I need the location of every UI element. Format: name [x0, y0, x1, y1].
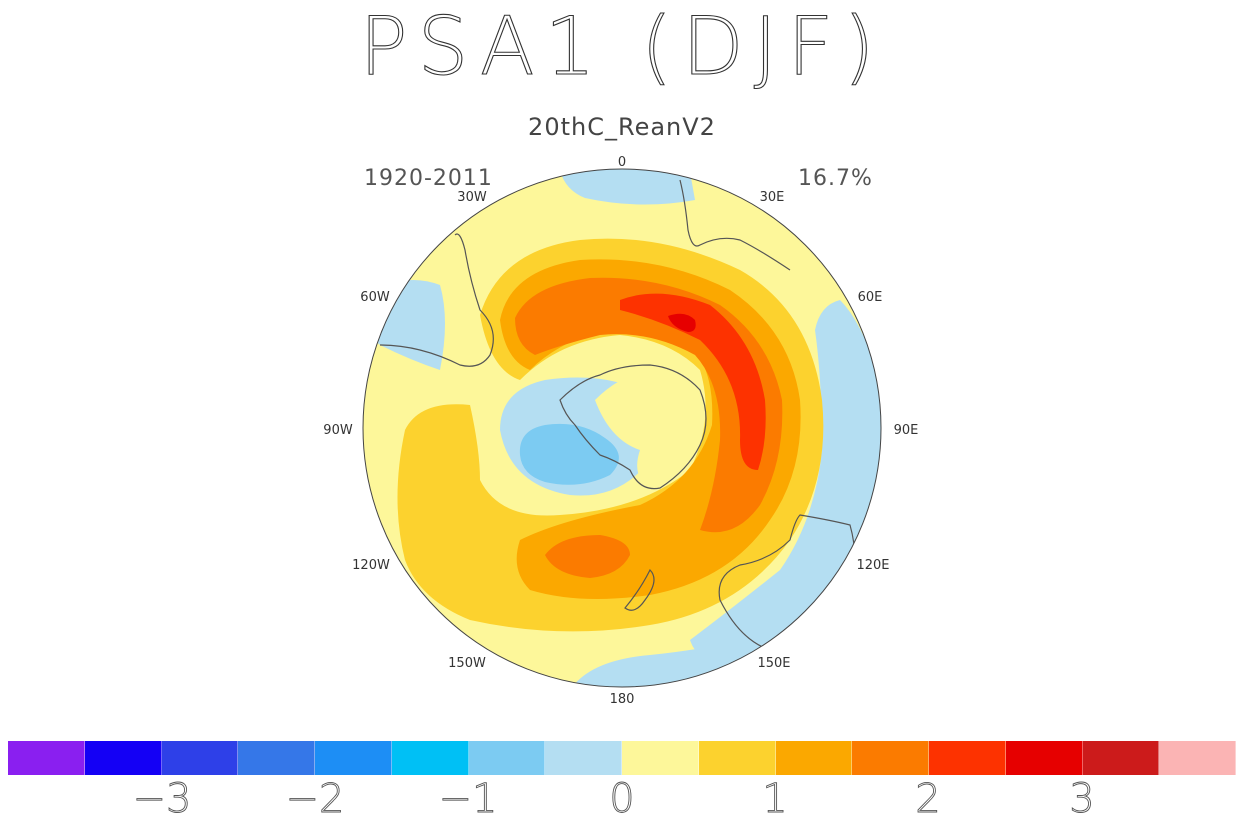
colorbar-swatch — [545, 741, 622, 775]
period-label: 1920-2011 — [364, 166, 493, 191]
contour-antarctic — [595, 370, 700, 490]
colorbar-swatch — [929, 741, 1006, 775]
lon-label-30w: 30W — [457, 190, 487, 205]
colorbar-swatch — [1159, 741, 1236, 775]
australia-coast — [718, 514, 856, 651]
south-america-coast — [379, 233, 494, 367]
lon-label-90e: 90E — [894, 423, 919, 438]
colorbar-swatch — [315, 741, 392, 775]
colorbar-swatch — [468, 741, 546, 775]
colorbar-tick: −2 — [285, 776, 345, 822]
antarctica-coast — [559, 364, 707, 490]
colorbar-swatch — [238, 741, 315, 775]
colorbar-swatch — [775, 741, 853, 775]
colorbar-tick: 1 — [762, 776, 788, 822]
colorbar-swatch — [8, 741, 85, 775]
colorbar-tick: 3 — [1069, 776, 1095, 822]
lon-label-120e: 120E — [856, 558, 889, 573]
colorbar-tick: 2 — [915, 776, 941, 822]
colorbar-tick: 0 — [609, 776, 635, 822]
lon-label-180: 180 — [610, 692, 635, 707]
africa-coast — [679, 179, 791, 271]
lon-label-30e: 30E — [760, 190, 785, 205]
lon-label-120w: 120W — [352, 558, 390, 573]
colorbar-tick: −1 — [438, 776, 498, 822]
lon-label-60w: 60W — [360, 290, 390, 305]
colorbar-swatch — [84, 741, 162, 775]
new-zealand-coast — [624, 568, 655, 611]
colorbar — [8, 741, 1236, 775]
contour-1.5-to-2-south — [545, 535, 630, 578]
contour-neg-center-strong — [519, 423, 619, 485]
colorbar-swatch — [391, 741, 469, 775]
contour-2-to-2.5 — [620, 293, 766, 470]
lon-label-150e: 150E — [757, 656, 790, 671]
colorbar-swatch — [1005, 741, 1083, 775]
contour-neg-north — [560, 169, 695, 205]
colorbar-swatch — [622, 741, 699, 775]
map-boundary — [362, 168, 882, 688]
map-subtitle: 20thC_ReanV2 — [528, 113, 716, 141]
map-title: PSA1 (DJF) — [359, 0, 885, 93]
colorbar-swatch — [1082, 741, 1160, 775]
lon-label-60e: 60E — [858, 290, 883, 305]
lon-label-0: 0 — [618, 155, 626, 170]
colorbar-swatch — [698, 741, 776, 775]
lon-label-150w: 150W — [448, 656, 486, 671]
colorbar-swatch — [161, 741, 239, 775]
variance-label: 16.7% — [798, 166, 873, 191]
contour-2.5-to-3 — [668, 313, 696, 332]
colorbar-swatch — [852, 741, 929, 775]
lon-label-90w: 90W — [323, 423, 353, 438]
colorbar-tick: −3 — [132, 776, 192, 822]
